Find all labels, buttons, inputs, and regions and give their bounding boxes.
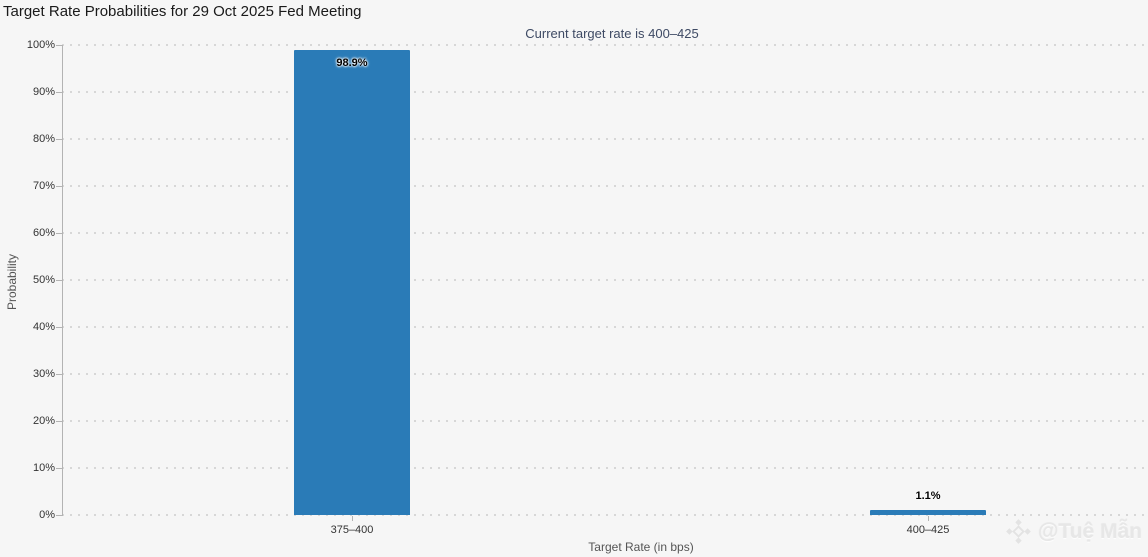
x-axis-tick	[928, 516, 929, 521]
y-gridline	[62, 373, 1148, 375]
y-gridline	[62, 326, 1148, 328]
bar-400-425[interactable]	[870, 509, 986, 515]
y-gridline	[62, 44, 1148, 46]
y-gridline	[62, 467, 1148, 469]
y-axis-tick	[56, 186, 62, 187]
y-axis-tick	[56, 139, 62, 140]
bar-value-label: 1.1%	[915, 489, 941, 502]
chart-subtitle: Current target rate is 400–425	[525, 26, 699, 41]
y-gridline	[62, 279, 1148, 281]
y-gridline	[62, 185, 1148, 187]
y-gridline	[62, 232, 1148, 234]
y-gridline	[62, 91, 1148, 93]
y-axis-line	[62, 45, 63, 516]
x-axis-title: Target Rate (in bps)	[588, 540, 694, 554]
watermark-text: @Tuệ Mẫn	[1037, 519, 1142, 543]
y-axis-tick-label: 100%	[26, 39, 55, 51]
y-axis-tick	[56, 468, 62, 469]
bar-value-label: 98.9%	[336, 57, 368, 70]
y-axis-tick	[56, 45, 62, 46]
y-axis-tick	[56, 421, 62, 422]
y-axis-tick	[56, 233, 62, 234]
y-gridline	[62, 514, 1148, 516]
y-axis-tick	[56, 92, 62, 93]
y-axis-tick	[56, 280, 62, 281]
y-axis-tick-label: 90%	[32, 86, 55, 98]
y-axis-tick	[56, 327, 62, 328]
y-axis-tick-label: 40%	[32, 321, 55, 333]
bar-375-400[interactable]	[294, 50, 410, 515]
y-axis-tick-label: 60%	[32, 227, 55, 239]
chart-title: Target Rate Probabilities for 29 Oct 202…	[3, 3, 362, 20]
y-axis-tick-label: 10%	[32, 462, 55, 474]
y-axis-tick-label: 20%	[32, 415, 55, 427]
watermark: @Tuệ Mẫn	[1005, 518, 1142, 545]
y-axis-tick-label: 80%	[32, 133, 55, 145]
x-axis-tick	[352, 516, 353, 521]
y-axis-tick	[56, 374, 62, 375]
y-gridline	[62, 420, 1148, 422]
x-axis-category-label: 375–400	[330, 524, 374, 536]
y-axis-tick-label: 0%	[39, 509, 55, 521]
y-axis-tick	[56, 515, 62, 516]
y-axis-title: Probability	[5, 253, 19, 311]
y-axis-tick-label: 30%	[32, 368, 55, 380]
x-axis-category-label: 400–425	[906, 524, 950, 536]
y-axis-tick-label: 70%	[32, 180, 55, 192]
y-gridline	[62, 138, 1148, 140]
y-axis-tick-label: 50%	[32, 274, 55, 286]
diamond-logo-icon	[1005, 518, 1032, 545]
